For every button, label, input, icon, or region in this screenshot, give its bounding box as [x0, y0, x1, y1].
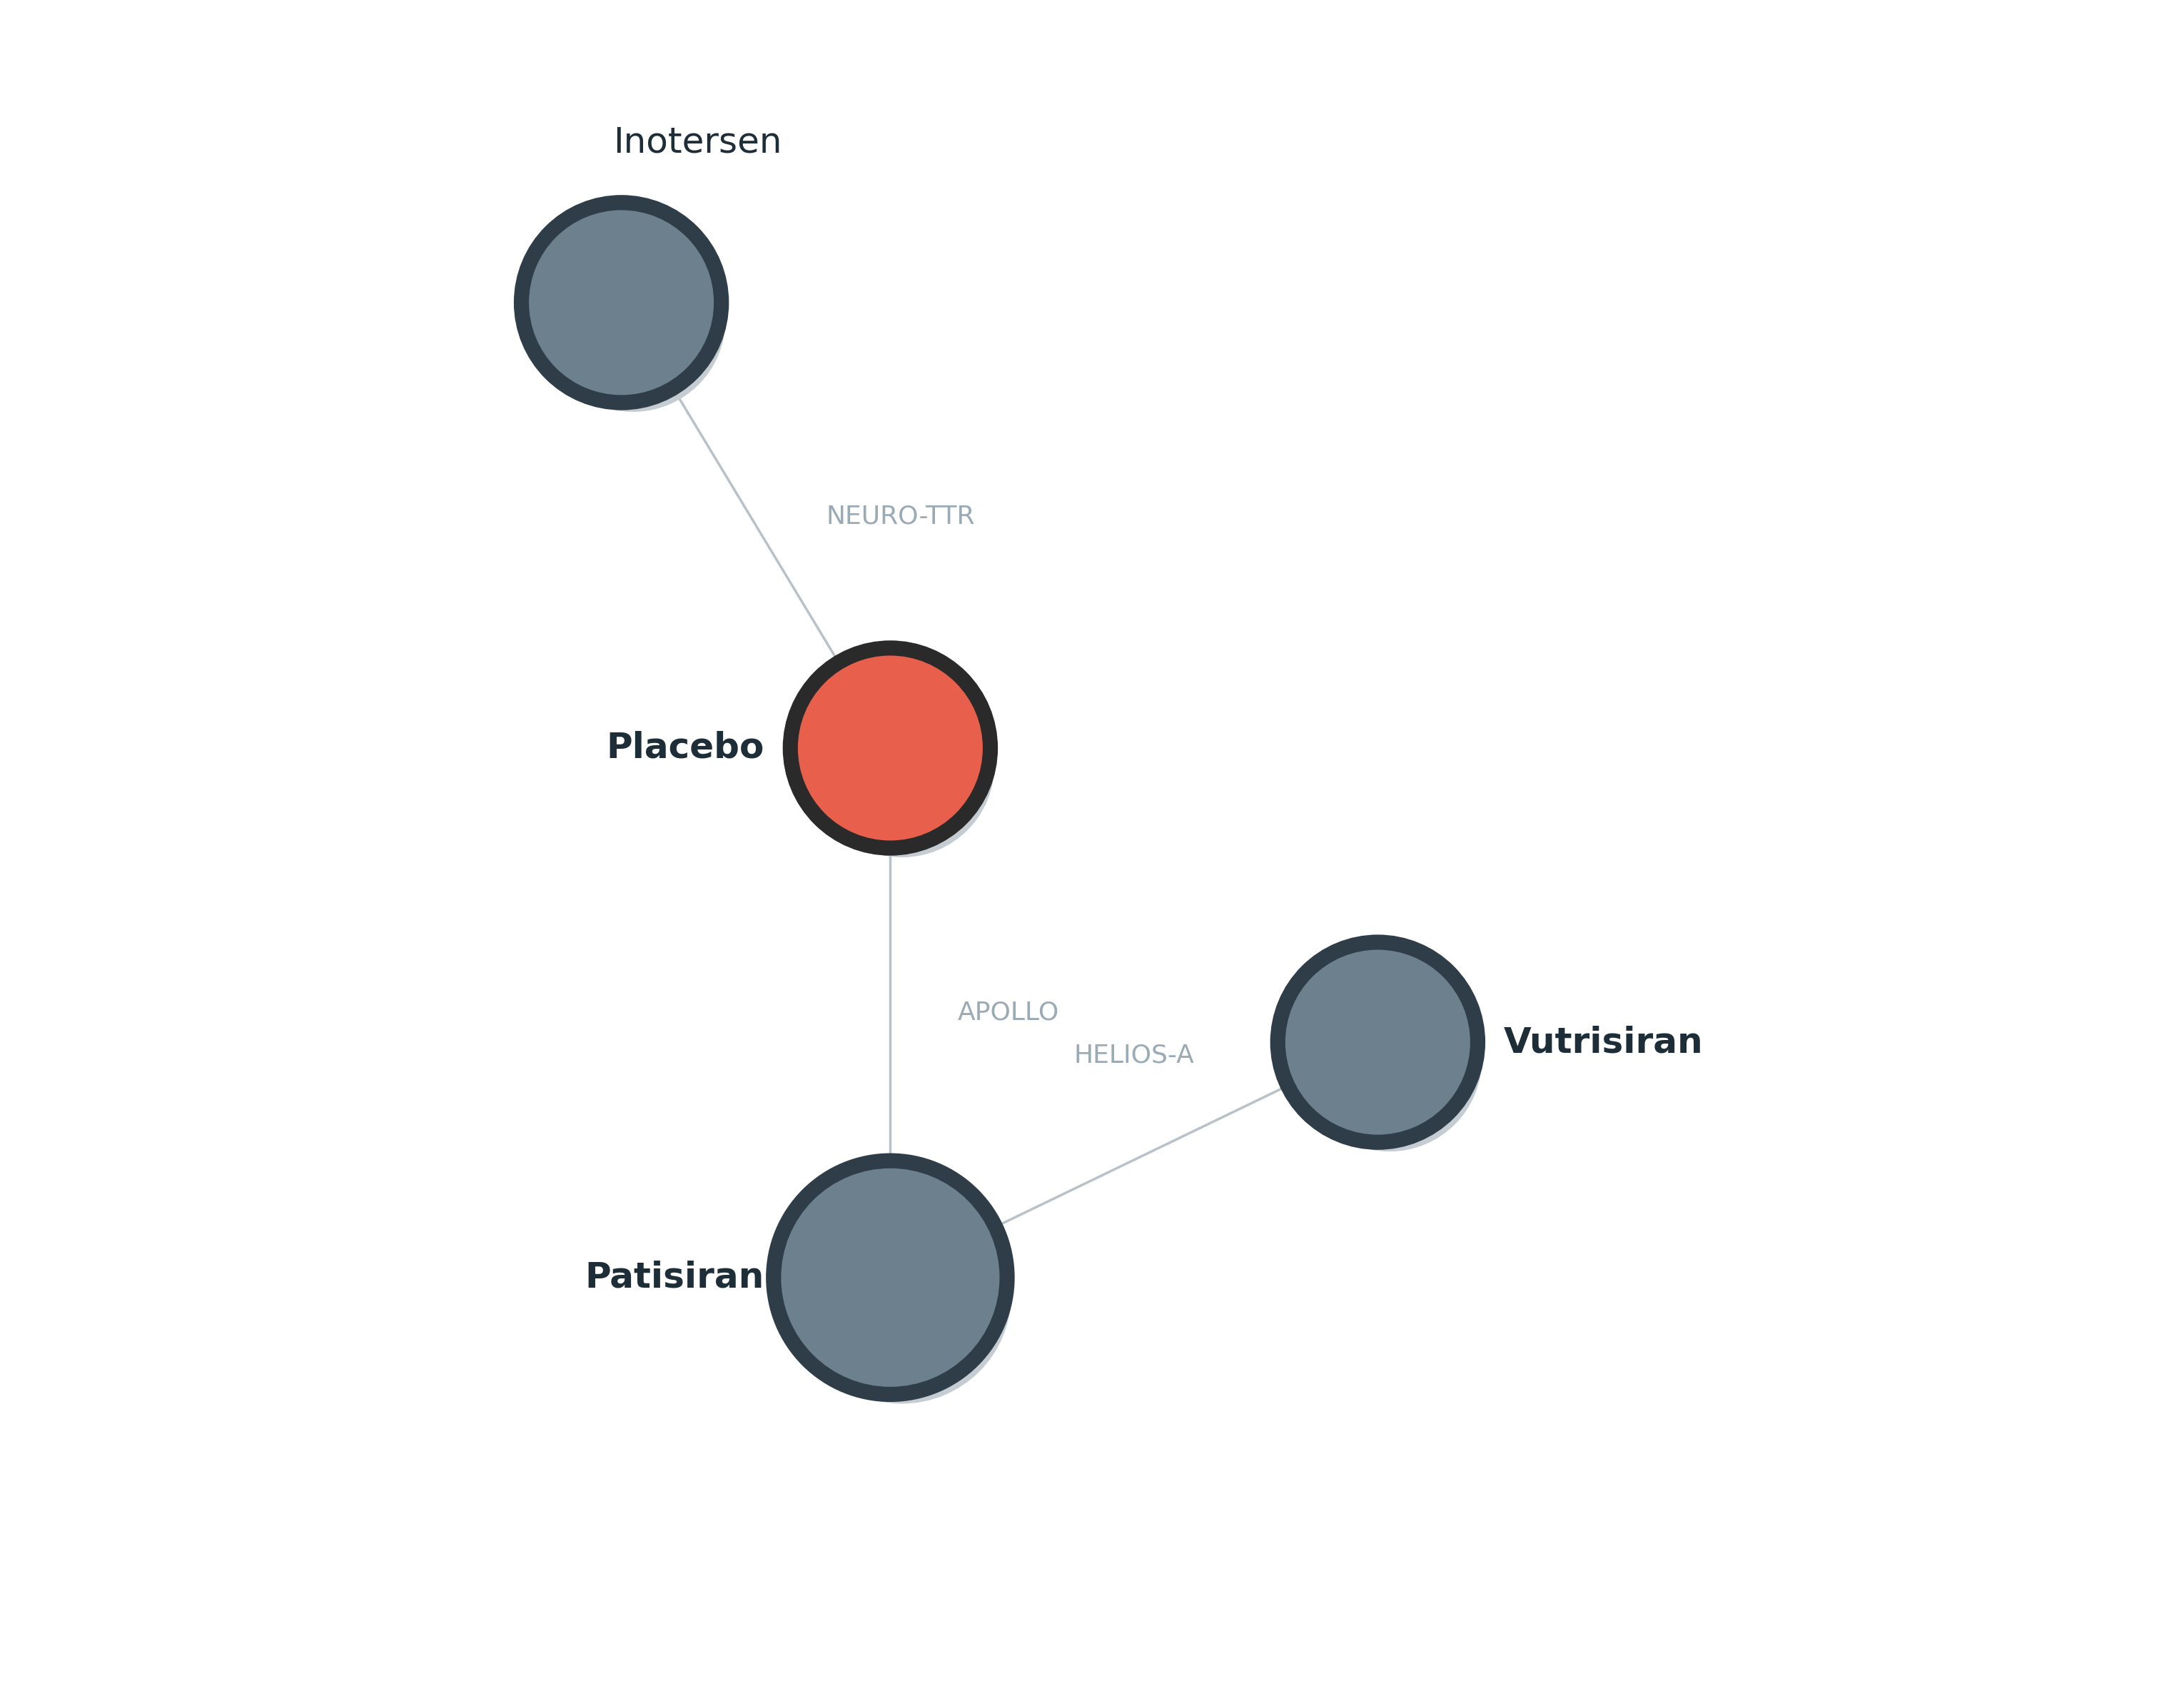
Circle shape	[1297, 967, 1483, 1151]
Text: Placebo: Placebo	[607, 731, 764, 765]
Circle shape	[529, 210, 714, 395]
Text: NEURO-TTR: NEURO-TTR	[826, 504, 974, 528]
Circle shape	[797, 656, 983, 840]
Circle shape	[513, 195, 729, 410]
Text: Vutrisiran: Vutrisiran	[1505, 1025, 1704, 1059]
Circle shape	[782, 640, 998, 856]
Text: APOLLO: APOLLO	[957, 1000, 1059, 1025]
Circle shape	[1286, 950, 1470, 1135]
Circle shape	[793, 1185, 1011, 1404]
Circle shape	[782, 1168, 1000, 1387]
Circle shape	[542, 227, 725, 412]
Text: Patisiran: Patisiran	[585, 1261, 764, 1294]
Circle shape	[1271, 935, 1485, 1150]
Text: HELIOS-A: HELIOS-A	[1075, 1044, 1195, 1067]
Text: Inotersen: Inotersen	[614, 126, 782, 160]
Circle shape	[767, 1153, 1016, 1402]
Circle shape	[810, 672, 994, 857]
